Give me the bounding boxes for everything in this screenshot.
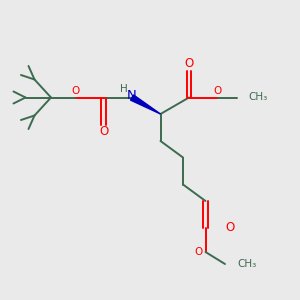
Text: O: O xyxy=(213,86,222,96)
Text: CH₃: CH₃ xyxy=(248,92,268,103)
Text: N: N xyxy=(127,88,137,102)
Text: H: H xyxy=(120,83,128,94)
Text: O: O xyxy=(99,124,108,138)
Polygon shape xyxy=(130,95,160,114)
Text: O: O xyxy=(195,247,203,257)
Text: O: O xyxy=(71,86,79,96)
Text: O: O xyxy=(225,221,234,234)
Text: CH₃: CH₃ xyxy=(238,259,257,269)
Text: O: O xyxy=(184,57,194,70)
